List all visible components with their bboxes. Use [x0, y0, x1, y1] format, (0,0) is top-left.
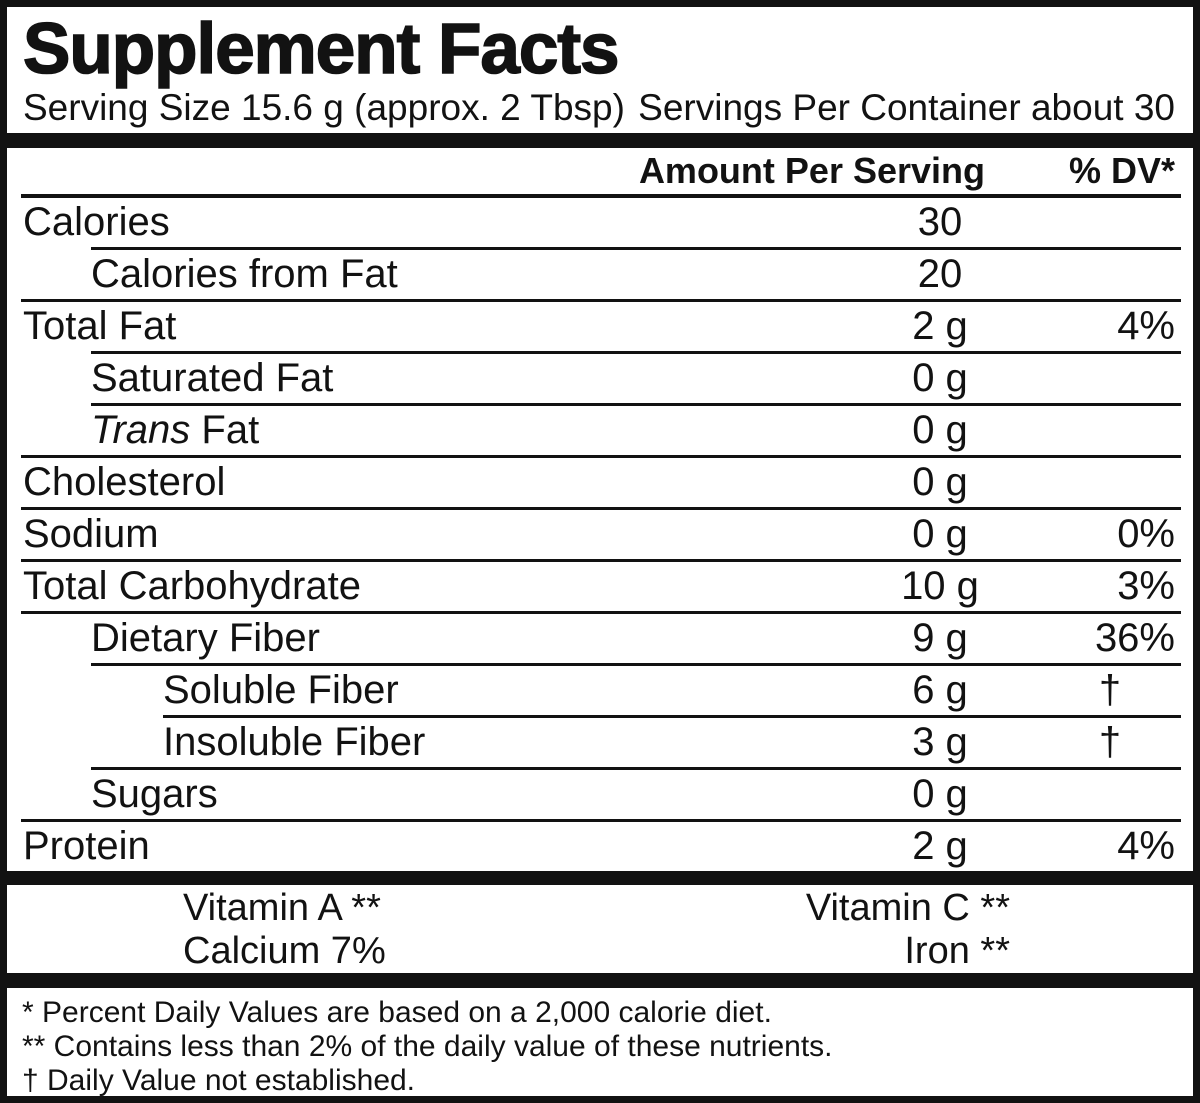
- nutrient-name: Calories from Fat: [91, 252, 398, 296]
- nutrient-name: Total Carbohydrate: [23, 564, 361, 608]
- divider: [91, 247, 1181, 250]
- divider: [21, 507, 1181, 510]
- nutrient-name: Cholesterol: [23, 460, 226, 504]
- nutrient-row: Calories 30: [7, 198, 1193, 247]
- column-header-amount: Amount Per Serving: [638, 150, 985, 191]
- thick-divider-bar: [7, 973, 1193, 988]
- micronutrient-row: Calcium 7% Iron **: [23, 930, 1175, 973]
- nutrient-name: Dietary Fiber: [91, 616, 320, 660]
- dv-value: †: [1098, 720, 1122, 764]
- amount-value: 20: [917, 252, 963, 296]
- amount-value: 0 g: [912, 772, 968, 816]
- serving-info: Serving Size 15.6 g (approx. 2 Tbsp) Ser…: [23, 87, 1175, 129]
- nutrient-name: Protein: [23, 824, 150, 868]
- amount-value: 30: [917, 200, 963, 244]
- nutrient-row: Soluble Fiber 6 g †: [7, 666, 1193, 715]
- nutrient-name-rest: Fat: [190, 408, 260, 452]
- dv-value: 36%: [1094, 616, 1175, 660]
- nutrient-name: Sugars: [91, 772, 218, 816]
- micronutrients-section: Vitamin A ** Vitamin C ** Calcium 7% Iro…: [7, 885, 1193, 973]
- amount-value: 2 g: [912, 824, 968, 868]
- footnote-dv-not-established: † Daily Value not established.: [22, 1064, 416, 1097]
- column-header-dv: % DV*: [1068, 150, 1175, 191]
- nutrient-name: Total Fat: [23, 304, 177, 348]
- divider: [21, 819, 1181, 822]
- nutrient-row: Dietary Fiber 9 g 36%: [7, 614, 1193, 663]
- nutrient-name: Calories: [23, 200, 170, 244]
- dv-value: 3%: [1117, 564, 1175, 608]
- label-header: Supplement Facts Serving Size 15.6 g (ap…: [7, 7, 1193, 133]
- nutrient-row: Insoluble Fiber 3 g †: [7, 718, 1193, 767]
- amount-value: 0 g: [912, 512, 968, 556]
- nutrient-row: Protein 2 g 4%: [7, 822, 1193, 871]
- dv-value: 0%: [1117, 512, 1175, 556]
- amount-value: 0 g: [912, 408, 968, 452]
- divider: [163, 715, 1181, 718]
- amount-value: 2 g: [912, 304, 968, 348]
- nutrient-row: Sugars 0 g: [7, 770, 1193, 819]
- divider: [21, 194, 1181, 198]
- divider: [21, 299, 1181, 302]
- divider: [91, 403, 1181, 406]
- footnotes: * Percent Daily Values are based on a 2,…: [7, 988, 1193, 1097]
- nutrient-name: Saturated Fat: [91, 356, 334, 400]
- amount-value: 10 g: [901, 564, 979, 608]
- nutrient-row: Cholesterol 0 g: [7, 458, 1193, 507]
- micronutrient-left: Vitamin A **: [183, 887, 381, 929]
- servings-per-container: Servings Per Container about 30: [638, 87, 1175, 128]
- amount-value: 9 g: [912, 616, 968, 660]
- amount-value: 3 g: [912, 720, 968, 764]
- footnote-less-than-2-percent: ** Contains less than 2% of the daily va…: [22, 1030, 833, 1063]
- micronutrient-right: Vitamin C **: [805, 887, 1010, 929]
- nutrient-row: Total Carbohydrate 10 g 3%: [7, 562, 1193, 611]
- column-headers: Amount Per Serving % DV*: [7, 148, 1193, 194]
- amount-value: 0 g: [912, 460, 968, 504]
- nutrient-row: Calories from Fat 20: [7, 250, 1193, 299]
- thick-divider-bar: [7, 871, 1193, 885]
- divider: [91, 663, 1181, 666]
- micronutrient-right: Iron **: [904, 930, 1010, 972]
- nutrient-name: Sodium: [23, 512, 159, 556]
- dv-value: †: [1098, 668, 1122, 712]
- micronutrient-left: Calcium 7%: [183, 930, 386, 972]
- serving-size: Serving Size 15.6 g (approx. 2 Tbsp): [23, 87, 625, 128]
- nutrient-row: Total Fat 2 g 4%: [7, 302, 1193, 351]
- footnote-daily-values: * Percent Daily Values are based on a 2,…: [22, 996, 772, 1029]
- amount-value: 6 g: [912, 668, 968, 712]
- divider: [21, 559, 1181, 562]
- nutrient-name: Trans Fat: [23, 408, 835, 453]
- amount-value: 0 g: [912, 356, 968, 400]
- divider: [91, 351, 1181, 354]
- label-title: Supplement Facts: [22, 10, 620, 89]
- micronutrient-row: Vitamin A ** Vitamin C **: [23, 887, 1175, 930]
- nutrient-row: Sodium 0 g 0%: [7, 510, 1193, 559]
- divider: [21, 611, 1181, 614]
- nutrient-row: Trans Fat 0 g: [7, 406, 1193, 455]
- dv-value: 4%: [1117, 824, 1175, 868]
- dv-value: 4%: [1117, 304, 1175, 348]
- thick-divider-bar: [7, 133, 1193, 148]
- divider: [21, 455, 1181, 458]
- nutrient-name: Insoluble Fiber: [163, 720, 426, 764]
- nutrient-name: Soluble Fiber: [163, 668, 399, 712]
- nutrient-row: Saturated Fat 0 g: [7, 354, 1193, 403]
- nutrient-name-italic: Trans: [91, 408, 191, 452]
- divider: [91, 767, 1181, 770]
